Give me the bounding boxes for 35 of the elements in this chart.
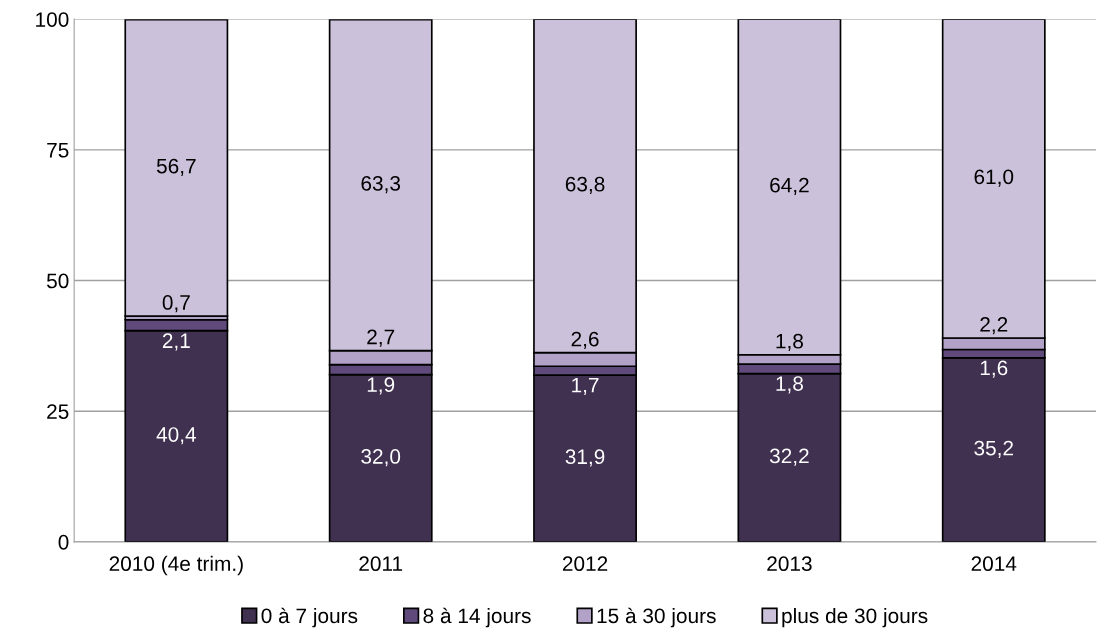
x-tick-label: 2013 [767, 556, 812, 572]
data-label: 2,6 [571, 331, 599, 349]
data-label: 1,7 [572, 377, 599, 395]
data-label: 32,2 [769, 448, 809, 466]
x-tick-label: 2014 [971, 556, 1017, 572]
data-label: 2,2 [980, 317, 1008, 335]
data-label: 40,4 [156, 427, 197, 445]
y-tick-label: 75 [47, 143, 69, 158]
legend-label: 0 à 7 jours [261, 607, 358, 628]
data-label: 1,8 [776, 376, 803, 394]
data-label: 2,7 [367, 329, 395, 347]
data-label: 56,7 [156, 158, 196, 176]
legend-label: 8 à 14 jours [423, 607, 531, 628]
x-tick-label: 2010 (4e trim.) [109, 555, 243, 576]
data-label: 31,9 [565, 449, 605, 467]
data-label: 35,2 [974, 440, 1013, 458]
x-tick-label: 2012 [562, 556, 608, 572]
data-label: 1,6 [980, 360, 1008, 378]
data-label: 32,0 [361, 449, 401, 467]
legend-label: 15 à 30 jours [597, 607, 716, 628]
data-label: 63,3 [361, 175, 401, 194]
data-label: 0,7 [162, 295, 190, 313]
y-tick-label: 50 [46, 273, 69, 289]
data-label: 1,8 [776, 333, 803, 351]
y-tick-label: 25 [47, 404, 69, 419]
data-label: 2,1 [162, 333, 190, 351]
x-tick-label: 2011 [359, 556, 403, 572]
bar [124, 19, 229, 317]
data-label: 64,2 [770, 177, 809, 196]
data-label: 61,0 [974, 169, 1014, 187]
y-tick-label: 100 [36, 12, 69, 27]
data-label: 1,9 [367, 377, 395, 395]
y-tick-label: 0 [58, 534, 69, 550]
data-label: 63,8 [565, 176, 605, 194]
legend-label: plus de 30 jours [782, 607, 928, 628]
